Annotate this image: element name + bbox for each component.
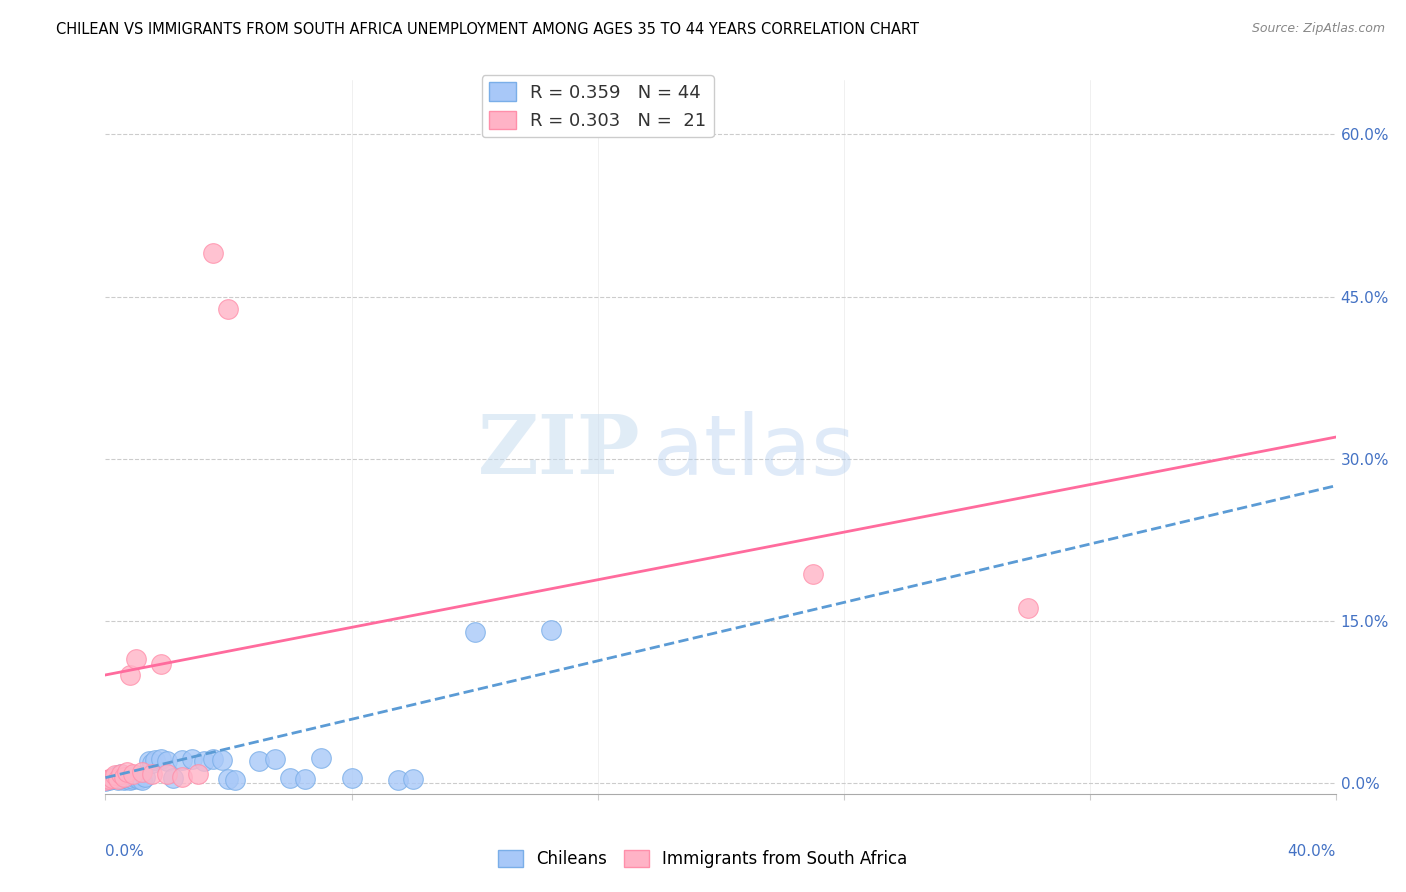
Point — [131, 772, 153, 787]
Point — [122, 767, 145, 781]
Point — [104, 768, 127, 782]
Point — [115, 770, 138, 784]
Point — [218, 302, 240, 317]
Point — [202, 752, 225, 766]
Text: ZIP: ZIP — [478, 411, 641, 491]
Point — [218, 772, 240, 786]
Point — [402, 772, 425, 786]
Text: atlas: atlas — [652, 411, 855, 491]
Point — [387, 772, 409, 787]
Point — [120, 772, 141, 787]
Point — [120, 771, 141, 785]
Point — [138, 755, 160, 769]
Point — [97, 772, 120, 786]
Point — [141, 767, 163, 781]
Point — [112, 771, 135, 785]
Point — [104, 771, 127, 785]
Point — [193, 755, 215, 769]
Point — [263, 752, 285, 766]
Point — [211, 753, 233, 767]
Text: 40.0%: 40.0% — [1288, 844, 1336, 859]
Point — [112, 770, 135, 784]
Point — [94, 773, 117, 788]
Point — [540, 623, 562, 637]
Point — [156, 755, 179, 769]
Point — [107, 772, 129, 786]
Point — [97, 772, 120, 787]
Point — [202, 246, 225, 260]
Point — [125, 768, 148, 782]
Point — [112, 772, 135, 787]
Point — [156, 767, 179, 781]
Point — [247, 755, 270, 769]
Point — [141, 756, 163, 770]
Point — [180, 752, 202, 766]
Point — [224, 772, 246, 787]
Point — [110, 767, 132, 781]
Point — [309, 751, 332, 765]
Legend: Chileans, Immigrants from South Africa: Chileans, Immigrants from South Africa — [492, 843, 914, 875]
Point — [162, 771, 184, 785]
Point — [104, 770, 127, 784]
Point — [125, 651, 148, 665]
Point — [143, 753, 166, 767]
Point — [128, 772, 150, 786]
Text: 0.0%: 0.0% — [105, 844, 145, 859]
Point — [122, 772, 145, 786]
Point — [149, 752, 172, 766]
Point — [100, 771, 122, 785]
Point — [340, 771, 363, 785]
Text: Source: ZipAtlas.com: Source: ZipAtlas.com — [1251, 22, 1385, 36]
Point — [131, 765, 153, 780]
Point — [1017, 601, 1039, 615]
Point — [94, 772, 117, 787]
Text: CHILEAN VS IMMIGRANTS FROM SOUTH AFRICA UNEMPLOYMENT AMONG AGES 35 TO 44 YEARS C: CHILEAN VS IMMIGRANTS FROM SOUTH AFRICA … — [56, 22, 920, 37]
Point — [172, 753, 194, 767]
Point — [464, 624, 486, 639]
Point — [100, 772, 122, 786]
Point — [125, 771, 148, 785]
Point — [187, 767, 209, 781]
Point — [172, 770, 194, 784]
Point — [115, 765, 138, 780]
Point — [278, 771, 301, 785]
Point — [120, 668, 141, 682]
Point — [110, 767, 132, 781]
Point — [294, 772, 316, 786]
Point — [110, 772, 132, 786]
Point — [801, 567, 824, 582]
Point — [115, 772, 138, 786]
Legend: R = 0.359   N = 44, R = 0.303   N =  21: R = 0.359 N = 44, R = 0.303 N = 21 — [481, 75, 714, 137]
Point — [134, 770, 156, 784]
Point — [107, 768, 129, 782]
Point — [107, 772, 129, 787]
Point — [149, 657, 172, 672]
